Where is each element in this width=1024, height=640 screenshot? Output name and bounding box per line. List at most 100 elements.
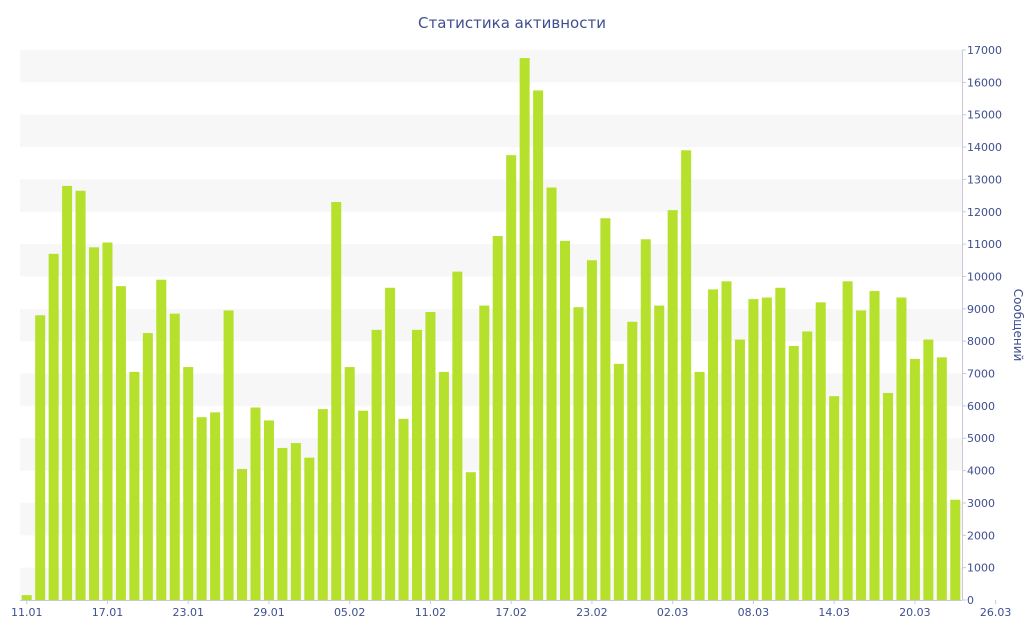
chart-bar[interactable] (506, 155, 517, 600)
chart-bar[interactable] (290, 443, 301, 600)
chart-bar[interactable] (775, 287, 786, 600)
chart-bar[interactable] (748, 299, 759, 600)
chart-bar[interactable] (694, 371, 705, 600)
chart-bar[interactable] (546, 187, 557, 601)
chart-bar[interactable] (344, 367, 355, 600)
chart-bar[interactable] (708, 289, 719, 600)
y-tick-label: 11000 (967, 238, 1002, 251)
chart-bar[interactable] (479, 305, 490, 600)
chart-bar[interactable] (815, 302, 826, 600)
y-tick-label: 13000 (967, 173, 1002, 186)
x-tick-label: 23.02 (576, 606, 608, 619)
chart-bar[interactable] (734, 339, 745, 600)
chart-bar[interactable] (129, 371, 140, 600)
chart-bar[interactable] (277, 447, 288, 600)
chart-bar[interactable] (21, 595, 32, 600)
x-tick-label: 11.01 (11, 606, 43, 619)
y-tick-label: 5000 (967, 432, 995, 445)
y-tick-label: 0 (967, 594, 974, 607)
grid-band (20, 179, 962, 212)
chart-bar[interactable] (842, 281, 853, 600)
chart-bar[interactable] (667, 210, 678, 600)
chart-bar[interactable] (856, 310, 867, 600)
chart-bar[interactable] (533, 90, 544, 601)
y-tick-label: 7000 (967, 368, 995, 381)
chart-bar[interactable] (89, 247, 100, 600)
chart-bar[interactable] (331, 202, 342, 600)
chart-bar[interactable] (936, 357, 947, 600)
chart-bar[interactable] (156, 279, 167, 600)
chart-bar[interactable] (802, 331, 813, 600)
chart-bar[interactable] (560, 240, 571, 600)
chart-bar[interactable] (627, 321, 638, 600)
chart-bar[interactable] (452, 271, 463, 600)
y-tick-label: 6000 (967, 400, 995, 413)
chart-bar[interactable] (869, 291, 880, 600)
y-tick-label: 2000 (967, 529, 995, 542)
chart-bar[interactable] (62, 185, 73, 600)
chart-bar[interactable] (761, 297, 772, 601)
y-tick-label: 15000 (967, 109, 1002, 122)
chart-bar[interactable] (210, 412, 221, 600)
chart-bar[interactable] (465, 472, 476, 600)
chart-bar[interactable] (721, 281, 732, 600)
x-tick-label: 23.01 (172, 606, 204, 619)
chart-bar[interactable] (411, 329, 422, 600)
grid-band (20, 244, 962, 277)
chart-bar[interactable] (640, 239, 651, 600)
chart-bar[interactable] (896, 297, 907, 601)
chart-bar[interactable] (519, 58, 530, 600)
x-tick-label: 02.03 (657, 606, 689, 619)
grid-band (20, 114, 962, 148)
chart-bar[interactable] (196, 417, 207, 600)
chart-bar[interactable] (586, 260, 597, 600)
x-tick-label: 14.03 (818, 606, 850, 619)
chart-bar[interactable] (950, 499, 961, 600)
chart-bar[interactable] (398, 418, 409, 600)
chart-bar[interactable] (600, 218, 611, 600)
chart-bar[interactable] (654, 305, 665, 600)
y-tick-label: 14000 (967, 141, 1002, 154)
chart-bar[interactable] (923, 339, 934, 600)
chart-bar[interactable] (250, 407, 261, 601)
x-tick-label: 26.03 (980, 606, 1012, 619)
y-axis-label: Сообщений (1011, 289, 1024, 362)
chart-bar[interactable] (317, 409, 328, 600)
x-tick-label: 05.02 (334, 606, 366, 619)
chart-bar[interactable] (909, 358, 920, 600)
y-tick-label: 1000 (967, 562, 995, 575)
chart-bar[interactable] (102, 242, 113, 601)
chart-bar[interactable] (492, 236, 503, 600)
chart-bar[interactable] (385, 287, 396, 600)
chart-bar[interactable] (882, 392, 893, 600)
chart-bar[interactable] (223, 310, 234, 600)
chart-bar[interactable] (169, 313, 180, 600)
grid-band (20, 50, 962, 83)
chart-bar[interactable] (237, 468, 248, 600)
x-tick-label: 20.03 (899, 606, 931, 619)
y-tick-label: 8000 (967, 335, 995, 348)
chart-bar[interactable] (142, 333, 153, 600)
chart-bar[interactable] (371, 329, 382, 600)
chart-bar[interactable] (425, 312, 436, 600)
x-tick-label: 17.01 (92, 606, 124, 619)
chart-bar[interactable] (681, 150, 692, 600)
chart-bar[interactable] (829, 396, 840, 600)
chart-bar[interactable] (115, 286, 126, 600)
chart-bar[interactable] (48, 253, 59, 600)
chart-bar[interactable] (438, 371, 449, 600)
x-tick-label: 08.03 (738, 606, 770, 619)
chart-bar[interactable] (263, 420, 274, 600)
x-tick-label: 29.01 (253, 606, 285, 619)
chart-bar[interactable] (75, 190, 86, 600)
chart-bar[interactable] (613, 363, 624, 600)
chart-bar[interactable] (358, 410, 369, 600)
y-tick-label: 9000 (967, 303, 995, 316)
chart-bar[interactable] (788, 346, 799, 600)
chart-bar[interactable] (304, 457, 315, 600)
chart-bar[interactable] (573, 307, 584, 600)
chart-bar[interactable] (35, 315, 46, 600)
chart-bar[interactable] (183, 367, 194, 600)
